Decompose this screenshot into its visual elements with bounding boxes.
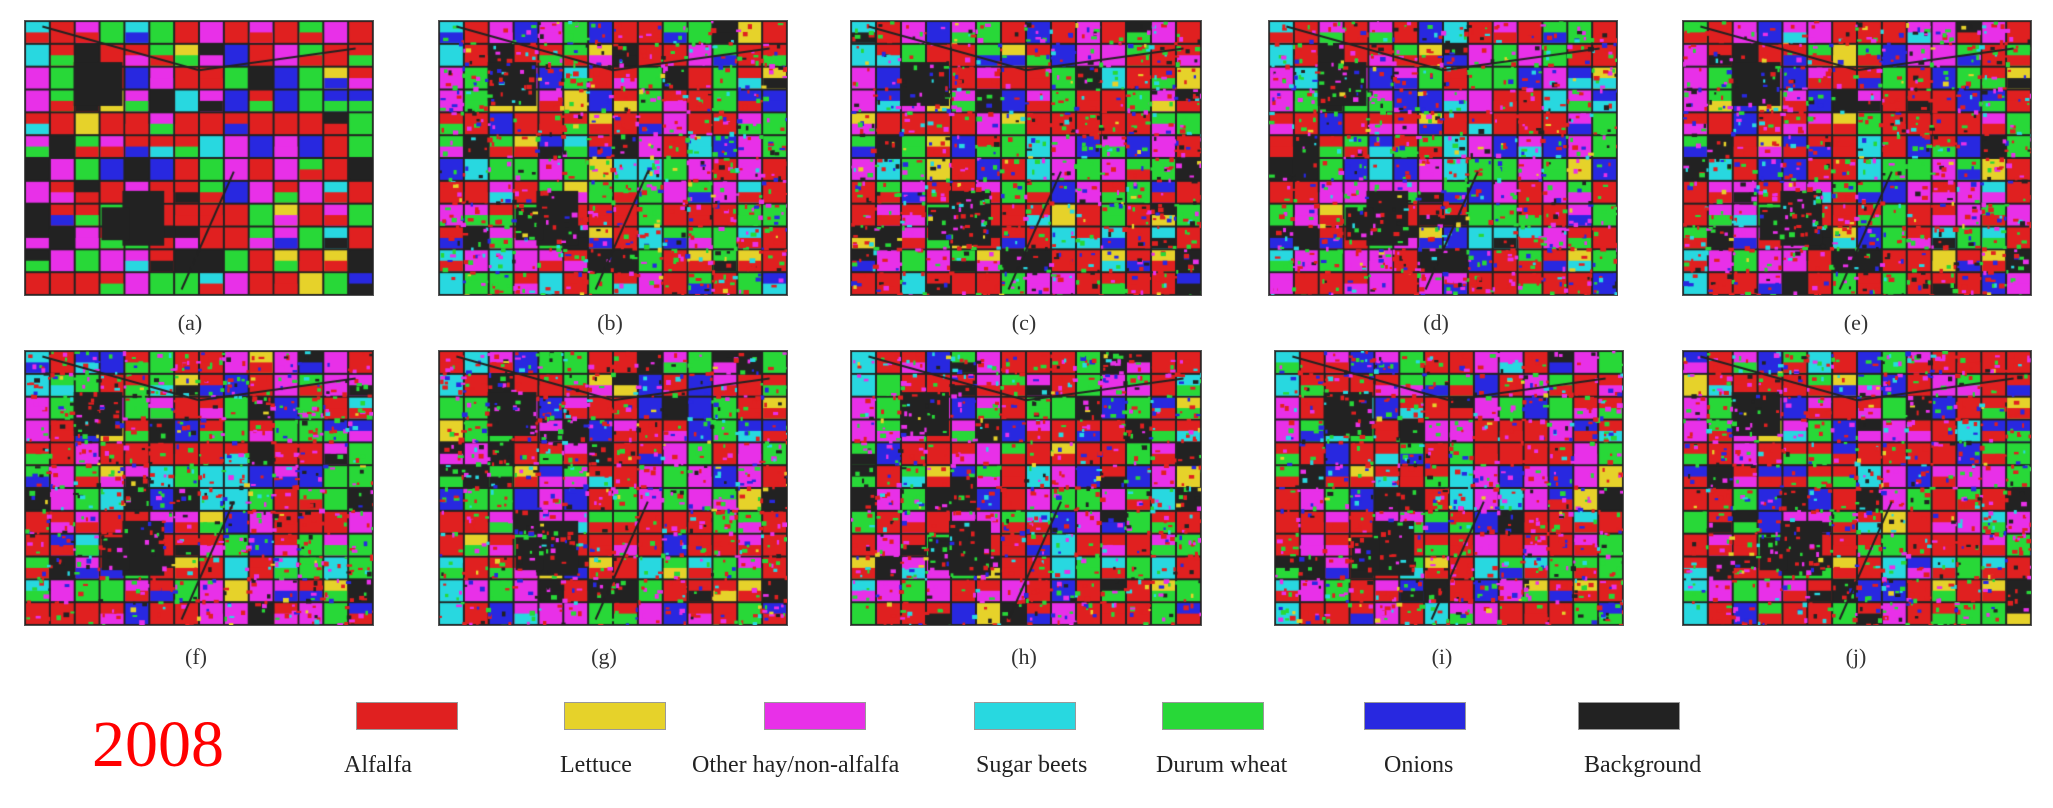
classification-map-d xyxy=(1268,20,1618,296)
classification-map-j xyxy=(1682,350,2032,626)
legend-label-background: Background xyxy=(1584,752,1702,778)
legend-swatch-other-hay xyxy=(764,702,866,730)
classification-map-f xyxy=(24,350,374,626)
legend-label-lettuce: Lettuce xyxy=(560,752,632,778)
panel-caption: (h) xyxy=(1011,644,1037,669)
classification-map-a xyxy=(24,20,374,296)
legend-swatch-alfalfa xyxy=(356,702,458,730)
legend-label-other-hay: Other hay/non-alfalfa xyxy=(692,752,900,778)
legend-swatch-sugar-beets xyxy=(974,702,1076,730)
panel-caption: (j) xyxy=(1845,644,1867,669)
classification-map-g xyxy=(438,350,788,626)
legend-swatch-onions xyxy=(1364,702,1466,730)
legend-label-sugar-beets: Sugar beets xyxy=(976,752,1088,778)
legend-label-onions: Onions xyxy=(1384,752,1454,778)
legend-label-alfalfa: Alfalfa xyxy=(344,752,412,778)
classification-map-b xyxy=(438,20,788,296)
panel-caption: (b) xyxy=(597,310,623,335)
year-label: 2008 xyxy=(92,708,224,781)
legend-swatch-lettuce xyxy=(564,702,666,730)
panel-caption: (i) xyxy=(1431,644,1453,669)
legend-swatch-background xyxy=(1578,702,1680,730)
legend-label-durum-wheat: Durum wheat xyxy=(1156,752,1288,778)
classification-map-c xyxy=(850,20,1202,296)
legend-swatch-durum-wheat xyxy=(1162,702,1264,730)
panel-caption: (g) xyxy=(591,644,617,669)
panel-caption: (f) xyxy=(185,644,207,669)
classification-map-h xyxy=(850,350,1202,626)
panel-caption: (e) xyxy=(1843,310,1869,335)
classification-map-i xyxy=(1274,350,1624,626)
panel-caption: (c) xyxy=(1011,310,1037,335)
panel-caption: (d) xyxy=(1423,310,1449,335)
classification-map-e xyxy=(1682,20,2032,296)
panel-caption: (a) xyxy=(177,310,203,335)
